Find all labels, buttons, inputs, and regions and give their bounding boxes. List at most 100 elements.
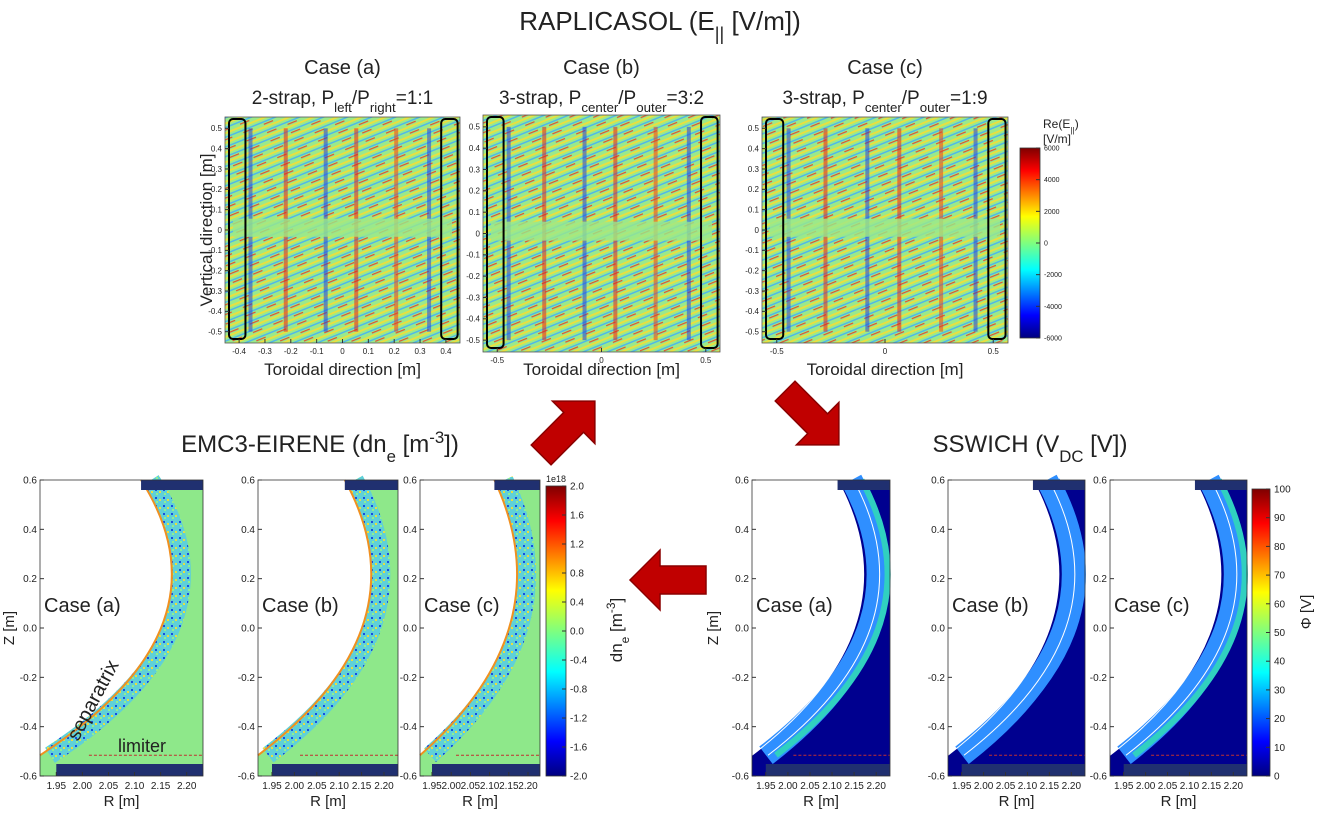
separatrix-line (39, 479, 173, 757)
text-segment: =3:2 (667, 88, 705, 109)
colorbar-tick-label: 30 (1274, 685, 1286, 696)
colorbar-tick-label: -0.8 (570, 685, 588, 696)
x-axis-label: Toroidal direction [m] (264, 360, 421, 379)
y-tick-label: 0.2 (469, 187, 481, 196)
case-label: Case (c) (424, 595, 500, 617)
y-tick-label: -0.4 (928, 722, 946, 733)
x-axis-label: R [m] (310, 793, 346, 810)
x-axis-label: R [m] (1161, 793, 1197, 810)
x-tick-label: 2.15 (151, 781, 171, 792)
y-tick-label: -0.6 (400, 772, 418, 783)
y-tick-label: 0.5 (469, 123, 481, 132)
text-segment: left (334, 100, 352, 115)
field-region (752, 480, 890, 776)
text-segment: e (618, 636, 632, 643)
x-tick-label: 0.5 (700, 356, 712, 365)
flow-arrow (628, 548, 707, 612)
flux-line (767, 479, 881, 756)
colorbar-tick-label: 1.2 (570, 540, 584, 551)
fluctuation-band (45, 475, 191, 763)
section-title: SSWICH (VDC [V]) (933, 431, 1128, 466)
limiter-structure (837, 480, 890, 490)
x-tick-label: 2.20 (1062, 781, 1082, 792)
x-tick-label: 2.00 (778, 781, 798, 792)
case-subtitle: 3-strap, Pcenter/Pouter=1:9 (782, 88, 987, 115)
text-segment: [V]) (1083, 431, 1127, 458)
text-segment: center (581, 100, 619, 115)
potential-band (1117, 474, 1246, 764)
colorbar-label: Φ [V] (1298, 595, 1315, 629)
y-tick-label: 0.6 (735, 476, 749, 487)
x-tick-label: 2.15 (844, 781, 864, 792)
x-tick-label: 2.10 (1180, 781, 1200, 792)
limiter-structure (961, 764, 1085, 776)
text-segment: =1:9 (950, 88, 988, 109)
colorbar-tick-label: 0.8 (570, 569, 584, 580)
text-segment: dn (607, 643, 626, 662)
case-title: Case (a) (304, 57, 381, 79)
y-tick-label: -0.3 (745, 287, 759, 296)
field-region (40, 480, 203, 776)
limiter-structure (141, 480, 203, 490)
colorbar-tick-label: -2000 (1044, 272, 1062, 279)
x-tick-label: 2.05 (996, 781, 1016, 792)
y-tick-label: 0.3 (469, 165, 481, 174)
y-tick-label: -0.4 (20, 722, 38, 733)
potential-band (759, 474, 889, 764)
y-axis-label: Z [m] (1, 611, 18, 645)
limiter-structure (765, 764, 890, 776)
y-tick-label: 0.4 (403, 525, 417, 536)
y-tick-label: 0.6 (241, 476, 255, 487)
x-tick-label: 0.5 (988, 347, 1000, 356)
y-tick-label: 0.5 (211, 124, 223, 133)
y-tick-label: 0.2 (1093, 574, 1107, 585)
text-segment: || (1070, 125, 1074, 135)
text-segment: /P (618, 88, 636, 109)
x-axis-label: Toroidal direction [m] (523, 360, 680, 379)
colorbar-tick-label: 0.0 (570, 627, 584, 638)
y-tick-label: 0.4 (931, 525, 945, 536)
flow-arrow (530, 400, 596, 466)
colorbar-tick-label: 80 (1274, 542, 1286, 553)
y-tick-label: 0.4 (469, 144, 481, 153)
x-tick-label: -0.4 (232, 347, 246, 356)
y-tick-label: 0.5 (748, 124, 760, 133)
colorbar-tick-label: 60 (1274, 599, 1286, 610)
field-band (233, 218, 452, 237)
flux-line (963, 479, 1076, 756)
colorbar-label: Re(E||) (1043, 117, 1079, 135)
colorbar-tick-label: -2.0 (570, 772, 588, 783)
field-region (1110, 480, 1247, 776)
y-tick-label: 0.0 (403, 624, 417, 635)
limiter-structure (432, 764, 540, 776)
x-tick-label: 2.10 (125, 781, 145, 792)
x-tick-label: 2.15 (1202, 781, 1222, 792)
x-tick-label: 1.95 (952, 781, 972, 792)
y-tick-label: -0.4 (400, 722, 418, 733)
case-subtitle: 3-strap, Pcenter/Pouter=3:2 (499, 88, 704, 115)
antenna-limiter (987, 118, 1007, 340)
y-tick-label: -0.2 (208, 266, 222, 275)
x-axis-label: R [m] (104, 793, 140, 810)
colorbar-tick-label: 100 (1274, 485, 1291, 496)
x-axis-label: R [m] (803, 793, 839, 810)
text-segment: 3-strap, P (782, 88, 864, 109)
text-segment: =1:1 (396, 88, 434, 109)
separatrix-line (419, 479, 519, 757)
y-tick-label: 0.1 (211, 205, 223, 214)
flow-arrow (774, 380, 840, 446)
limiter-structure (1194, 480, 1247, 490)
y-tick-label: -0.5 (208, 328, 222, 337)
limiter-structure (1032, 480, 1085, 490)
x-tick-label: -0.2 (284, 347, 298, 356)
text-segment: /P (352, 88, 370, 109)
text-segment: EMC3-EIRENE (dn (181, 431, 386, 458)
y-tick-label: 0.4 (241, 525, 255, 536)
text-segment: [V/m]) (724, 6, 801, 36)
x-tick-label: 2.05 (99, 781, 119, 792)
y-tick-label: 0.3 (748, 165, 760, 174)
x-axis-label: Toroidal direction [m] (807, 360, 964, 379)
potential-band (970, 478, 1086, 758)
x-tick-label: 2.00 (285, 781, 305, 792)
text-segment: RAPLICASOL (E (519, 6, 715, 36)
